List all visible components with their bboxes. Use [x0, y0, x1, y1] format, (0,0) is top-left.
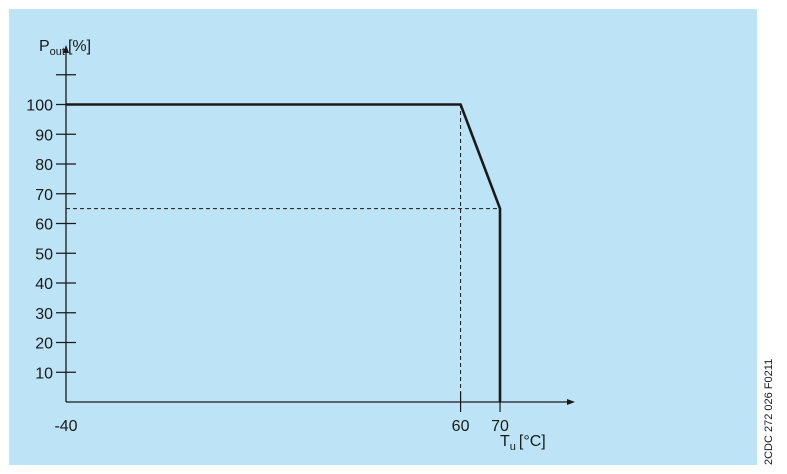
x-axis-arrow [567, 399, 575, 405]
y-tick-label-70: 70 [35, 187, 53, 204]
y-tick-label-40: 40 [35, 276, 53, 293]
y-tick-label-10: 10 [35, 365, 53, 382]
y-axis-label: Pout [%] [39, 38, 91, 58]
y-tick-label-60: 60 [35, 217, 53, 234]
y-tick-label-100: 100 [26, 98, 53, 115]
figure-code: 2CDC 272 026 F0211 [763, 358, 775, 465]
reference-lines [66, 104, 501, 402]
series [66, 103, 502, 402]
x-tick-label--40: -40 [54, 418, 77, 435]
x-axis-label: Tu [°C] [500, 433, 546, 453]
series-line-0 [66, 103, 502, 402]
y-tick-label-80: 80 [35, 157, 53, 174]
y-tick-label-20: 20 [35, 336, 53, 353]
chart-panel: 10 20 30 40 50 60 70 80 90 100 -40 60 70 Pout [%] Tu[… [9, 9, 757, 465]
y-tick-label-90: 90 [35, 127, 53, 144]
axes [63, 45, 575, 405]
x-tick-label-70: 70 [491, 418, 509, 435]
y-tick-label-50: 50 [35, 246, 53, 263]
y-tick-label-30: 30 [35, 306, 53, 323]
derating-chart: 10 20 30 40 50 60 70 80 90 100 -40 60 70 Pout [%] Tu[… [26, 38, 575, 453]
x-tick-label-60: 60 [452, 418, 470, 435]
y-axis-arrow [63, 45, 69, 53]
ticks: 10 20 30 40 50 60 70 80 90 100 -40 60 70 [26, 74, 509, 435]
